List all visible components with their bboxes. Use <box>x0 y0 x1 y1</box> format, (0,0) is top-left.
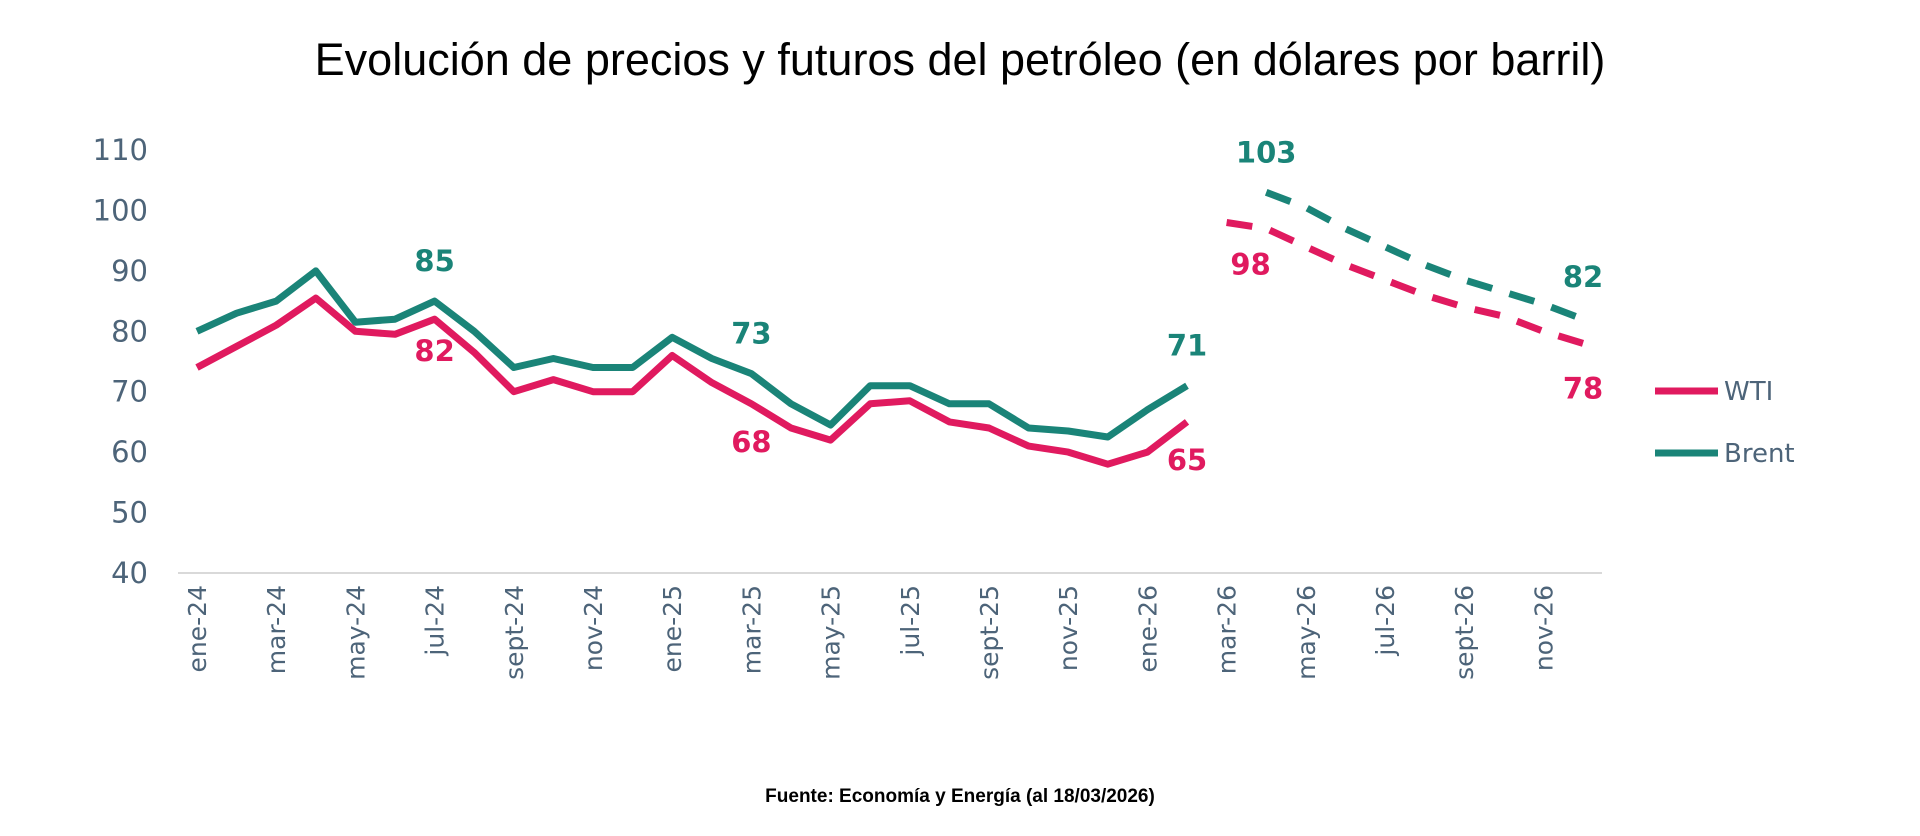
x-tick-label: jul-26 <box>1371 585 1400 657</box>
brent-data-label: 73 <box>731 317 771 351</box>
y-tick-label: 50 <box>111 496 148 530</box>
brent-data-label: 82 <box>1563 260 1603 294</box>
x-tick-label: ene-26 <box>1133 585 1162 672</box>
chart-title: Evolución de precios y futuros del petró… <box>315 34 1606 85</box>
x-tick-label: ene-24 <box>183 585 212 672</box>
legend-label: Brent <box>1724 439 1795 469</box>
x-tick-label: nov-24 <box>579 585 608 671</box>
x-tick-label: jul-24 <box>421 585 450 657</box>
y-tick-label: 70 <box>111 375 148 409</box>
x-tick-label: sept-25 <box>975 585 1004 680</box>
wti-data-label: 82 <box>414 334 454 368</box>
x-tick-label: ene-25 <box>658 585 687 672</box>
x-tick-label: sept-24 <box>500 585 529 680</box>
x-tick-label: jul-25 <box>896 585 925 657</box>
x-tick-label: may-24 <box>341 585 370 680</box>
wti-data-label: 65 <box>1167 443 1207 477</box>
wti-historical-line <box>195 294 1190 468</box>
y-tick-label: 90 <box>111 254 148 288</box>
legend-label: WTI <box>1724 377 1773 407</box>
brent-futures-line <box>1264 189 1585 323</box>
x-tick-label: mar-26 <box>1213 585 1242 674</box>
brent-data-label: 71 <box>1167 329 1207 363</box>
legend-item-brent: Brent <box>1655 439 1795 469</box>
source-note: Fuente: Economía y Energía (al 18/03/202… <box>765 786 1155 807</box>
y-tick-label: 100 <box>93 193 148 227</box>
brent-data-label: 85 <box>414 244 454 278</box>
x-tick-label: nov-25 <box>1054 585 1083 671</box>
x-tick-label: mar-25 <box>737 585 766 674</box>
x-tick-label: nov-26 <box>1529 585 1558 671</box>
wti-futures-line <box>1226 219 1585 347</box>
wti-data-label: 98 <box>1230 248 1270 282</box>
x-tick-label: may-25 <box>817 585 846 680</box>
brent-historical-line <box>195 267 1189 441</box>
y-tick-label: 110 <box>93 133 148 167</box>
y-tick-label: 40 <box>111 556 148 590</box>
wti-data-label: 68 <box>731 425 771 459</box>
wti-data-label: 78 <box>1563 371 1603 405</box>
x-tick-label: may-26 <box>1292 585 1321 680</box>
y-tick-label: 80 <box>111 314 148 348</box>
legend-item-wti: WTI <box>1655 377 1773 407</box>
y-tick-label: 60 <box>111 435 148 469</box>
x-tick-label: mar-24 <box>262 585 291 674</box>
brent-data-label: 103 <box>1236 135 1297 169</box>
x-tick-label: sept-26 <box>1450 585 1479 680</box>
